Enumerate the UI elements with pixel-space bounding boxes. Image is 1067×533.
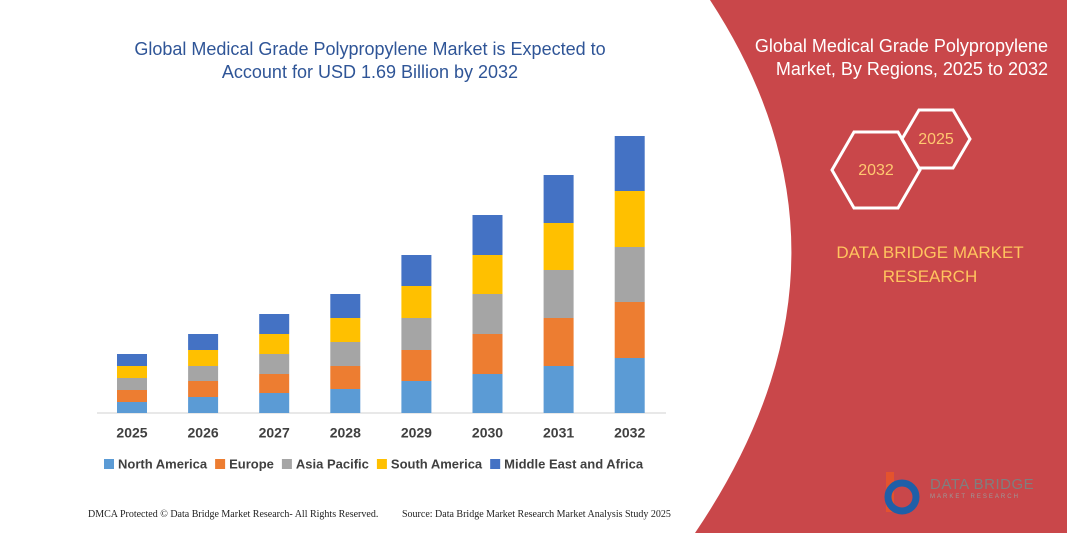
hexagon [830, 130, 922, 210]
legend-swatch [215, 459, 226, 469]
x-tick-label: 2025 [116, 425, 147, 441]
bar-segment [259, 374, 290, 393]
bar-segment [472, 374, 503, 413]
bar-segment [117, 402, 147, 413]
legend-label: Asia Pacific [296, 456, 369, 471]
bar-segment [614, 302, 645, 358]
bar-segment [543, 223, 574, 270]
hexagon-label: 2032 [858, 162, 894, 179]
bar-segment [614, 191, 645, 247]
bar-segment [472, 215, 503, 255]
bar-segment [259, 393, 290, 413]
logo-text: DATA BRIDGE [930, 476, 1035, 493]
brand-text: DATA BRIDGE MARKET RESEARCH [836, 243, 1024, 286]
legend-swatch [104, 459, 114, 469]
x-tick-label: 2031 [543, 425, 574, 441]
legend-label: South America [391, 456, 483, 471]
bar-segment [472, 294, 503, 334]
bar-segment [259, 334, 290, 354]
legend-label: North America [118, 456, 208, 471]
legend-swatch [281, 459, 292, 469]
chart-title: Global Medical Grade Polypropylene Marke… [134, 39, 606, 82]
bar-segment [188, 397, 219, 413]
bar-segment [401, 255, 432, 286]
bar-segment [330, 389, 361, 413]
footer-source: Source: Data Bridge Market Research Mark… [402, 509, 671, 520]
bar-segment [117, 366, 147, 378]
bar-segment [614, 136, 645, 191]
bar-segment [188, 381, 219, 397]
bar-segment [188, 334, 219, 350]
bar-segment [117, 354, 147, 366]
legend-label: Europe [229, 456, 274, 471]
bar-segment [330, 342, 361, 366]
bar-segment [330, 318, 361, 342]
x-tick-label: 2027 [259, 425, 290, 441]
x-tick-label: 2029 [401, 425, 432, 441]
legend-swatch [490, 459, 501, 469]
bar-segment [543, 175, 574, 223]
bar-segment [543, 366, 574, 413]
bar-segment [401, 350, 432, 381]
bar-segment [117, 390, 147, 402]
bar-segment [401, 381, 432, 413]
logo-icon [884, 472, 920, 515]
side-panel [695, 0, 1067, 533]
bar-segment [401, 286, 432, 318]
footer-note: DMCA Protected © Data Bridge Market Rese… [88, 509, 379, 520]
bar-segment [401, 318, 432, 350]
bar-segment [472, 255, 503, 294]
legend-swatch [376, 459, 387, 469]
hexagon-label: 2025 [918, 131, 954, 148]
bar-segment [614, 247, 645, 302]
bar-segment [259, 354, 290, 374]
x-tick-label: 2030 [472, 425, 503, 441]
bar-segment [543, 318, 574, 366]
legend-label: Middle East and Africa [504, 456, 644, 471]
bar-segment [259, 314, 290, 334]
logo-subtext: MARKET RESEARCH [930, 494, 1020, 500]
bar-segment [188, 350, 219, 366]
x-tick-label: 2032 [614, 425, 645, 441]
hexagon [900, 108, 972, 170]
bar-segment [330, 294, 361, 318]
x-tick-label: 2026 [188, 425, 219, 441]
side-title: Global Medical Grade Polypropylene Marke… [754, 36, 1048, 79]
bar-segment [614, 358, 645, 413]
bar-segment [472, 334, 503, 374]
bar-segment [543, 270, 574, 318]
bar-segment [330, 366, 361, 389]
bar-segment [188, 366, 219, 381]
x-tick-label: 2028 [330, 425, 361, 441]
bar-segment [117, 378, 147, 390]
